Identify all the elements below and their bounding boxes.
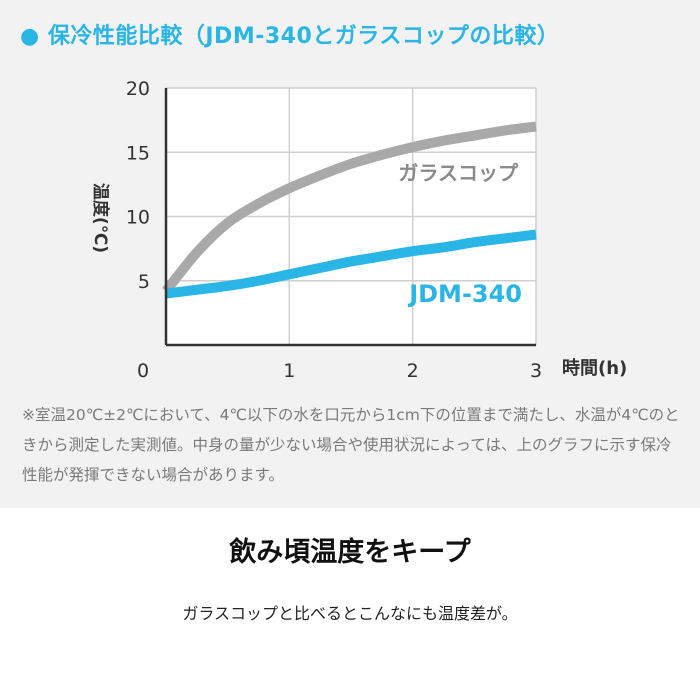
y-tick-label: 20 — [126, 78, 150, 100]
section-heading: 飲み頃温度をキープ — [229, 537, 471, 568]
series-line-0 — [162, 121, 537, 295]
series-line-1 — [165, 229, 537, 299]
series-labels: ガラスコップ JDM-340 — [398, 161, 522, 308]
axes — [164, 88, 536, 347]
bullet-icon: ● — [20, 24, 40, 49]
y-axis-label: 温度(℃) — [90, 183, 111, 253]
chart-title: ● 保冷性能比較（JDM-340とガラスコップの比較） — [20, 18, 559, 50]
chart-panel: ● 保冷性能比較（JDM-340とガラスコップの比較） 5 10 15 20 0 1 2 3 時… — [0, 0, 700, 508]
x-axis-label: 時間(h) — [562, 358, 627, 379]
y-tick-label: 5 — [138, 271, 150, 293]
x-tick-label: 0 — [137, 360, 149, 382]
series-lines — [162, 121, 537, 299]
series-label-0: ガラスコップ — [398, 161, 519, 185]
measurement-note: ※室温20℃±2℃において、4℃以下の水を口元から1cm下の位置まで満たし、水温… — [22, 406, 680, 484]
tick-labels: 5 10 15 20 0 1 2 3 時間(h) 温度(℃) — [90, 78, 627, 382]
x-tick-label: 1 — [283, 360, 295, 382]
y-tick-label: 15 — [126, 142, 150, 164]
x-tick-label: 2 — [407, 360, 419, 382]
series-label-1: JDM-340 — [407, 280, 522, 308]
section-subheading: ガラスコップと比べるとこんなにも温度差が。 — [182, 604, 518, 623]
y-tick-label: 10 — [126, 207, 150, 229]
line-chart: 5 10 15 20 0 1 2 3 時間(h) 温度(℃) ガラスコップ JDM-340 — [90, 78, 627, 382]
chart-title-text: 保冷性能比較（JDM-340とガラスコップの比較） — [47, 24, 560, 49]
x-tick-label: 3 — [530, 360, 542, 382]
